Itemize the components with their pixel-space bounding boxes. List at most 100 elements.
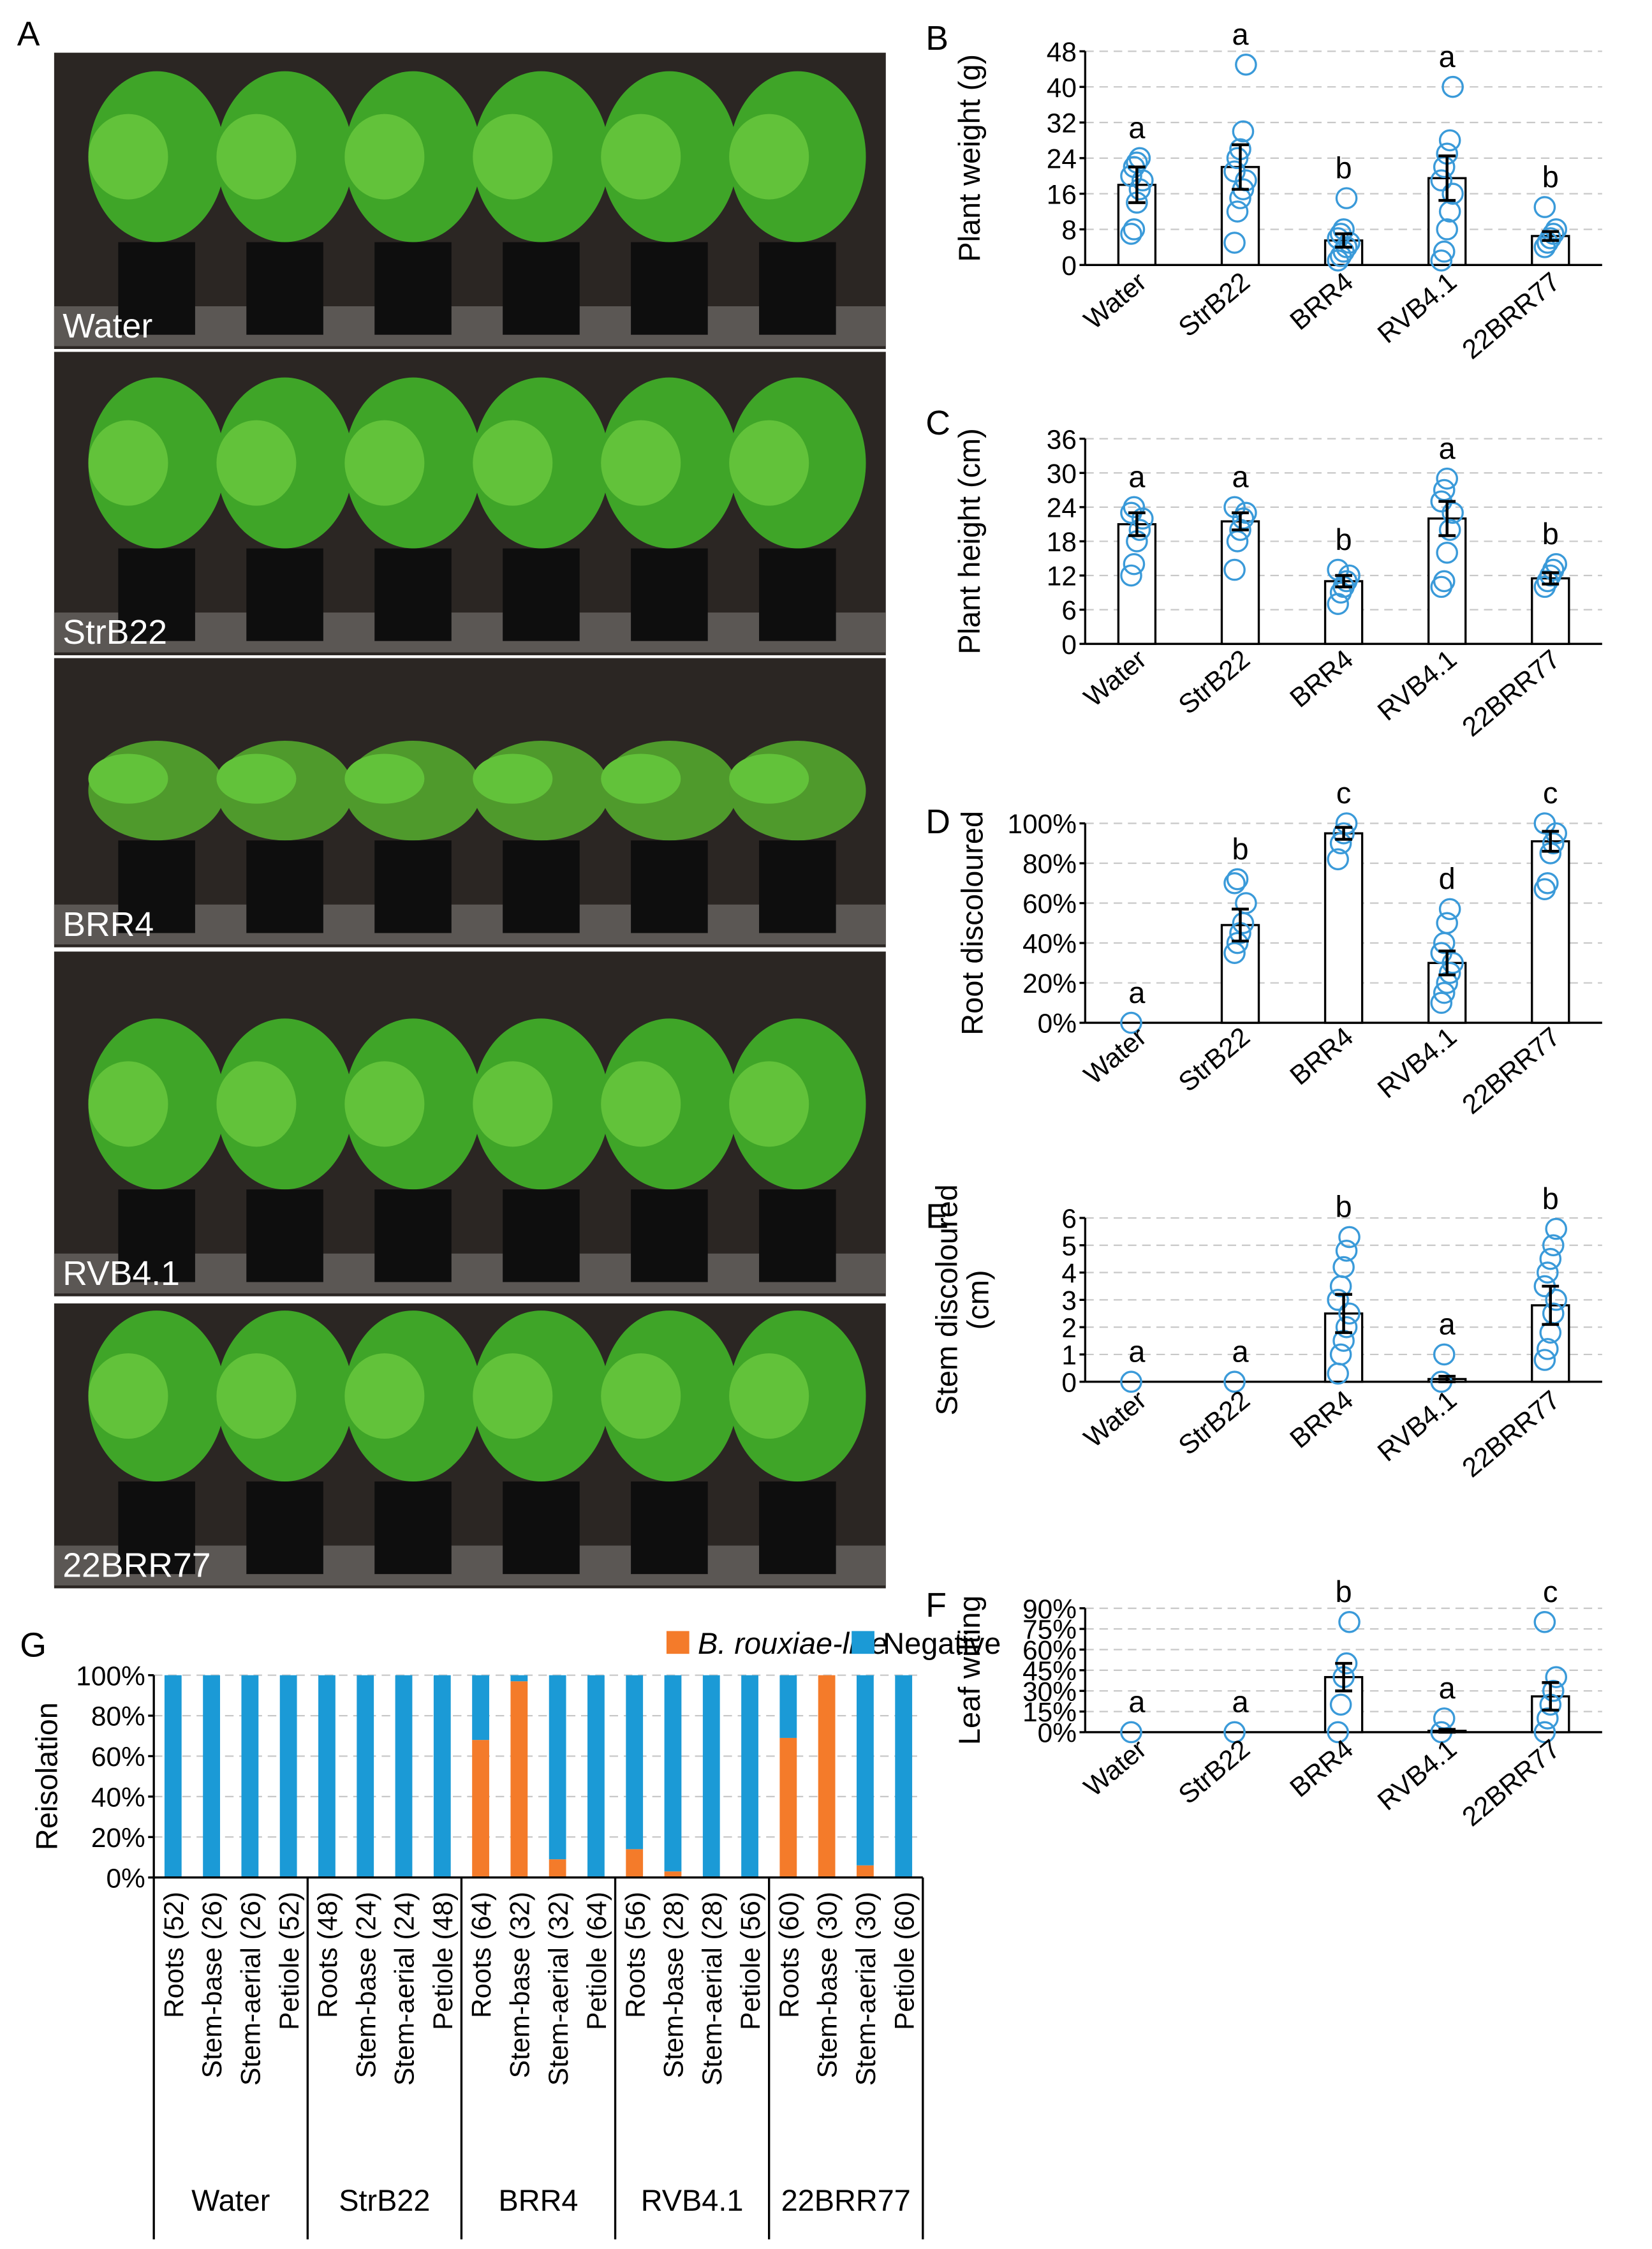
y-tick-label: 100%: [1007, 809, 1076, 839]
data-point: [1533, 1349, 1556, 1371]
error-bar: [1232, 907, 1249, 943]
pot: [759, 840, 836, 933]
plant-leaves: [473, 114, 553, 200]
x-tick-label: Petiole (56): [735, 1892, 765, 2030]
data-point: [1329, 832, 1352, 855]
data-point: [1436, 218, 1458, 241]
data-point: [1433, 241, 1456, 263]
plant-leaves: [601, 753, 681, 804]
pot: [503, 1481, 580, 1575]
significance-letter: a: [1439, 432, 1456, 465]
pot: [118, 1481, 195, 1575]
data-point: [1433, 1343, 1456, 1366]
x-tick-label: 22BRR77: [1456, 1384, 1565, 1483]
bar: [1324, 832, 1364, 1024]
y-tick-label: 30: [1047, 459, 1077, 489]
bar-segment: [433, 1675, 451, 1878]
data-point: [1433, 156, 1456, 179]
plant-leaves: [473, 1061, 553, 1147]
y-tick-label: 0: [1061, 251, 1077, 281]
data-point: [1226, 932, 1249, 954]
x-tick-label: 22BRR77: [1456, 266, 1565, 364]
panel-label: E: [926, 1198, 948, 1236]
x-tick-label: Petiole (64): [582, 1892, 612, 2030]
data-point: [1542, 832, 1565, 855]
x-tick-label: RVB4.1: [1372, 1384, 1463, 1467]
bar-segment: [549, 1675, 566, 1860]
error-bar: [1542, 1284, 1560, 1326]
legend-swatch: [666, 1631, 690, 1654]
group-label: RVB4.1: [641, 2184, 744, 2217]
x-tick-label: Petiole (52): [274, 1892, 304, 2030]
data-point: [1537, 1261, 1559, 1284]
y-tick-label: 60%: [1022, 1635, 1077, 1665]
data-point: [1223, 1370, 1246, 1393]
error-bar: [1542, 571, 1560, 586]
data-point: [1226, 200, 1249, 223]
data-point: [1436, 467, 1458, 490]
significance-letter: c: [1543, 776, 1558, 810]
pot: [503, 1189, 580, 1282]
plant-leaves: [729, 753, 809, 804]
plant-leaves: [344, 114, 425, 200]
y-tick-label: 12: [1047, 561, 1077, 591]
bar-segment: [357, 1675, 374, 1878]
panel-label: G: [20, 1626, 47, 1665]
photo-label: 22BRR77: [63, 1547, 210, 1585]
plant-leaves: [729, 1061, 809, 1147]
data-point: [1545, 1217, 1568, 1240]
y-tick-label: 100%: [76, 1661, 145, 1691]
bar-segment: [818, 1675, 836, 1878]
legend-swatch: [852, 1631, 874, 1654]
data-point: [1327, 558, 1349, 581]
data-point: [1120, 1011, 1142, 1034]
pot: [631, 548, 708, 641]
data-point: [1537, 1338, 1559, 1360]
bar-segment: [395, 1675, 413, 1878]
data-point: [1223, 496, 1246, 519]
significance-letter: a: [1128, 1335, 1146, 1368]
data-point: [1329, 1343, 1352, 1366]
pot: [631, 242, 708, 335]
bar-segment: [241, 1675, 259, 1878]
bar-segment: [318, 1675, 336, 1878]
plant-leaves: [344, 753, 425, 804]
significance-letter: a: [1439, 1308, 1456, 1341]
data-point: [1542, 1234, 1565, 1257]
pot: [631, 1481, 708, 1575]
significance-letter: c: [1543, 1575, 1558, 1608]
y-tick-label: 60%: [91, 1742, 145, 1772]
data-point: [1327, 1289, 1349, 1311]
pot: [631, 840, 708, 933]
data-point: [1438, 129, 1461, 152]
pot: [759, 1481, 836, 1575]
data-point: [1327, 1721, 1349, 1744]
data-point: [1232, 120, 1255, 143]
y-tick-label: 90%: [1022, 1594, 1077, 1624]
y-tick-label: 0%: [1038, 1718, 1077, 1748]
data-point: [1329, 1693, 1352, 1716]
plant-leaves: [601, 1353, 681, 1439]
photo-label: Water: [63, 307, 152, 345]
bar-segment: [664, 1675, 682, 1872]
photo-label: BRR4: [63, 905, 154, 944]
error-bar: [1542, 230, 1560, 242]
data-point: [1335, 1240, 1358, 1262]
plant-leaves: [729, 1353, 809, 1439]
significance-letter: b: [1542, 160, 1559, 193]
significance-letter: b: [1336, 1191, 1352, 1224]
x-tick-label: Stem-base (30): [813, 1892, 843, 2078]
significance-letter: a: [1128, 461, 1146, 494]
pot: [374, 1189, 452, 1282]
y-tick-label: 0%: [1038, 1009, 1077, 1039]
plant-leaves: [344, 1061, 425, 1147]
x-tick-label: Roots (52): [159, 1892, 189, 2018]
y-tick-label: 16: [1047, 179, 1077, 209]
x-tick-label: Petiole (48): [428, 1892, 458, 2030]
pot: [503, 840, 580, 933]
bar-segment: [895, 1675, 913, 1878]
error-bar: [1128, 165, 1146, 204]
y-axis-label: Root discoloured: [956, 811, 989, 1035]
data-point: [1123, 496, 1146, 519]
x-tick-label: Stem-base (32): [505, 1892, 535, 2078]
